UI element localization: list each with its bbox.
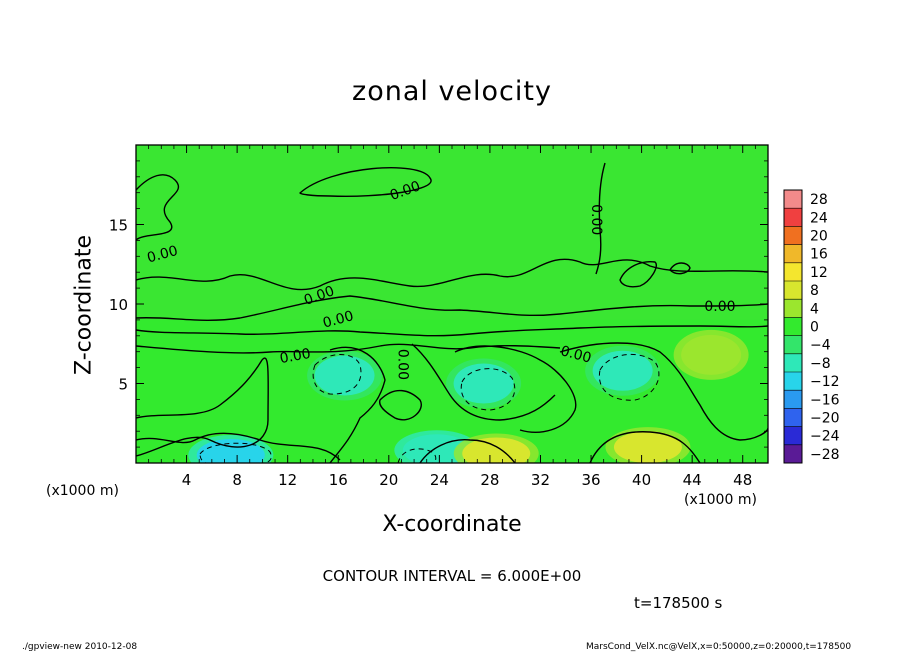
y-tick-label-10: 10 bbox=[109, 296, 128, 314]
x-tick-label-36: 36 bbox=[581, 471, 600, 489]
contour-line-15 bbox=[136, 432, 341, 461]
colorbar-bin-9 bbox=[784, 353, 802, 372]
x-axis-label: X-coordinate bbox=[382, 512, 522, 537]
colorbar-label-5: 8 bbox=[810, 283, 819, 299]
colorbar-bin-10 bbox=[784, 372, 802, 391]
contour-line-9 bbox=[378, 389, 422, 421]
chart-title: zonal velocity bbox=[352, 76, 552, 107]
contour-dashed-3 bbox=[199, 442, 272, 463]
x-tick-label-20: 20 bbox=[379, 471, 398, 489]
x-unit-right: (x1000 m) bbox=[684, 492, 757, 508]
x-unit-left: (x1000 m) bbox=[46, 483, 119, 499]
contour-line-2 bbox=[136, 295, 768, 321]
field-extremum-5 bbox=[453, 363, 514, 404]
colorbar-bin-7 bbox=[784, 317, 802, 336]
contour-line-10 bbox=[411, 343, 556, 421]
colorbar-bin-3 bbox=[784, 244, 802, 263]
colorbar-bin-12 bbox=[784, 408, 802, 427]
contour-label-7: 0.00 bbox=[559, 343, 593, 367]
field-extremum-2 bbox=[462, 437, 531, 463]
colorbar-bin-2 bbox=[784, 226, 802, 245]
colorbar-label-4: 12 bbox=[810, 265, 828, 281]
field-extremum-7 bbox=[681, 334, 742, 375]
contour-interval-label: CONTOUR INTERVAL = 6.000E+00 bbox=[322, 567, 582, 585]
contour-dashed-0 bbox=[312, 354, 362, 395]
upper-field bbox=[136, 145, 768, 320]
colorbar-label-3: 16 bbox=[810, 247, 828, 263]
contour-line-16 bbox=[619, 261, 657, 288]
contour-label-8: 0.00 bbox=[704, 299, 735, 315]
colorbar-bin-1 bbox=[784, 208, 802, 227]
colorbar-label-6: 4 bbox=[810, 301, 819, 317]
footer-program-date: ./gpview-new 2010-12-08 bbox=[22, 642, 138, 652]
footer-data-source: MarsCond_VelX.nc@VelX,x=0:50000,z=0:2000… bbox=[586, 642, 852, 652]
colorbar-bin-8 bbox=[784, 335, 802, 354]
colorbar-label-12: −20 bbox=[810, 411, 840, 427]
colorbar-frame bbox=[783, 189, 803, 464]
field-extremum-3 bbox=[613, 431, 682, 463]
x-tick-label-12: 12 bbox=[278, 471, 297, 489]
colorbar-bin-13 bbox=[784, 426, 802, 445]
colorbar-bin-11 bbox=[784, 390, 802, 409]
x-tick-label-44: 44 bbox=[683, 471, 702, 489]
x-tick-label-40: 40 bbox=[632, 471, 651, 489]
x-tick-label-4: 4 bbox=[182, 471, 192, 489]
contour-label-6: 0.00 bbox=[395, 349, 411, 380]
field-layer: 0.000.000.000.000.000.00 0.00 0.000.00 bbox=[136, 145, 768, 463]
contour-line-0 bbox=[136, 174, 180, 241]
contour-line-3 bbox=[136, 325, 768, 337]
x-tick-label-8: 8 bbox=[232, 471, 242, 489]
y-axis-label: Z-coordinate bbox=[71, 235, 97, 375]
y-tick-label-15: 15 bbox=[109, 217, 128, 235]
colorbar-label-13: −24 bbox=[810, 429, 840, 445]
contour-line-1 bbox=[136, 258, 768, 291]
field-extremum-6 bbox=[592, 350, 653, 391]
contour-line-5 bbox=[299, 167, 432, 197]
contour-line-8 bbox=[329, 346, 386, 463]
contour-dashed-2 bbox=[598, 353, 660, 401]
x-tick-label-48: 48 bbox=[733, 471, 752, 489]
contour-line-11 bbox=[454, 345, 577, 433]
contour-dashed-4 bbox=[397, 448, 437, 463]
contour-dashed-1 bbox=[460, 368, 516, 411]
contour-line-12 bbox=[559, 342, 768, 441]
colorbar: 28 24 20 16 12 8 4 0 −4 −8 −12 −16 −20 −24 −28 bbox=[783, 189, 840, 464]
contour-line-17 bbox=[669, 262, 691, 275]
x-tick-label-24: 24 bbox=[430, 471, 449, 489]
colorbar-label-9: −8 bbox=[810, 356, 831, 372]
colorbar-label-2: 20 bbox=[810, 229, 828, 245]
colorbar-label-10: −12 bbox=[810, 374, 840, 390]
contour-label-1: 0.00 bbox=[588, 204, 604, 235]
colorbar-label-1: 24 bbox=[810, 210, 828, 226]
colorbar-label-11: −16 bbox=[810, 392, 840, 408]
contour-label-2: 0.00 bbox=[145, 243, 179, 267]
x-tick-label-32: 32 bbox=[531, 471, 550, 489]
colorbar-bin-4 bbox=[784, 262, 802, 281]
x-tick-label-16: 16 bbox=[329, 471, 348, 489]
colorbar-bin-14 bbox=[784, 444, 802, 463]
y-tick-label-5: 5 bbox=[118, 376, 128, 394]
contour-label-5: 0.00 bbox=[279, 346, 312, 367]
colorbar-bin-6 bbox=[784, 299, 802, 318]
x-tick-label-28: 28 bbox=[480, 471, 499, 489]
colorbar-label-8: −4 bbox=[810, 338, 831, 354]
field-extremum-4 bbox=[314, 355, 375, 396]
colorbar-bin-5 bbox=[784, 281, 802, 300]
contour-line-6 bbox=[595, 162, 606, 275]
contour-line-14 bbox=[589, 431, 701, 463]
colorbar-bin-0 bbox=[784, 190, 802, 209]
contour-label-4: 0.00 bbox=[321, 308, 355, 332]
time-label: t=178500 s bbox=[634, 594, 723, 612]
colorbar-label-0: 28 bbox=[810, 192, 828, 208]
colorbar-label-7: 0 bbox=[810, 320, 819, 336]
colorbar-label-14: −28 bbox=[810, 447, 840, 463]
